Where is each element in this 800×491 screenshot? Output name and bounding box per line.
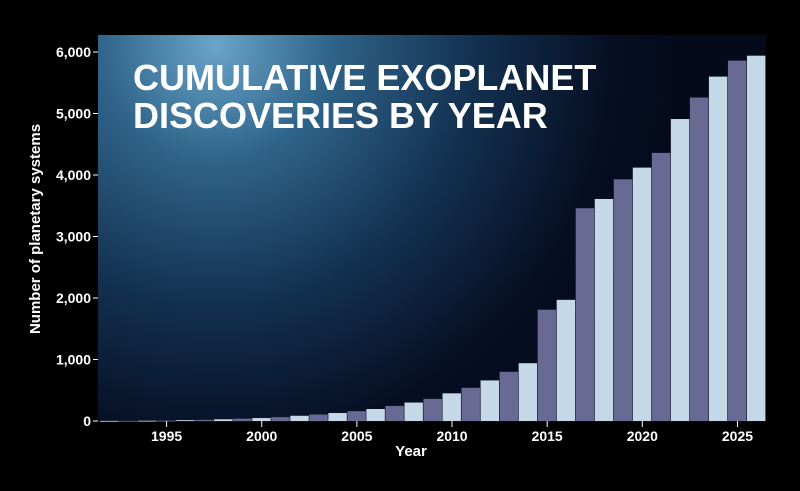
bar-11 <box>309 414 328 421</box>
bar-10 <box>290 415 309 421</box>
bar-7 <box>233 418 252 421</box>
bar-30 <box>670 119 690 421</box>
bar-31 <box>689 97 709 421</box>
y-axis-ticks: 0 1,000 2,000 3,000 4,000 5,000 6,000 <box>56 44 98 429</box>
y-tick-label: 1,000 <box>56 352 91 368</box>
bar-2 <box>138 420 157 422</box>
bar-22 <box>518 363 538 421</box>
bar-34 <box>746 55 766 421</box>
bar-6 <box>214 419 233 421</box>
bar-29 <box>651 152 671 422</box>
bar-13 <box>347 411 366 421</box>
bar-25 <box>575 208 595 421</box>
y-tick-label: 3,000 <box>56 229 91 245</box>
y-tick-label: 0 <box>83 413 91 429</box>
bar-12 <box>328 413 347 421</box>
bar-24 <box>556 299 576 421</box>
bar-18 <box>442 393 461 421</box>
x-tick-label: 2005 <box>341 428 372 444</box>
x-tick-label: 1995 <box>151 428 182 444</box>
bar-21 <box>499 371 519 421</box>
bars-group <box>100 55 766 422</box>
bar-1 <box>119 420 138 422</box>
bar-28 <box>632 167 652 421</box>
y-tick-label: 4,000 <box>56 167 91 183</box>
bar-15 <box>385 405 404 421</box>
chart-title-line-1: CUMULATIVE EXOPLANET <box>133 57 596 98</box>
bar-33 <box>727 60 747 422</box>
bar-4 <box>176 420 195 421</box>
bar-17 <box>423 398 442 421</box>
x-tick-label: 2015 <box>532 428 563 444</box>
bar-8 <box>252 418 271 421</box>
x-axis-ticks: 1995 2000 2005 2010 2015 2020 2025 <box>151 421 753 444</box>
x-tick-label: 2020 <box>627 428 658 444</box>
y-tick-label: 6,000 <box>56 44 91 60</box>
bar-26 <box>594 198 614 421</box>
y-axis-title: Number of planetary systems <box>27 124 44 334</box>
bar-32 <box>708 76 728 421</box>
bar-5 <box>195 419 214 421</box>
y-tick-label: 2,000 <box>56 290 91 306</box>
x-tick-label: 2000 <box>246 428 277 444</box>
bar-14 <box>366 409 385 421</box>
x-tick-label: 2025 <box>722 428 753 444</box>
x-tick-label: 2010 <box>436 428 467 444</box>
bar-9 <box>271 417 290 421</box>
bar-20 <box>480 380 499 421</box>
bar-19 <box>461 387 480 421</box>
bar-27 <box>613 179 633 421</box>
chart-title-line-2: DISCOVERIES BY YEAR <box>133 95 548 136</box>
x-axis-title: Year <box>395 443 427 460</box>
y-tick-label: 5,000 <box>56 106 91 122</box>
bar-16 <box>404 402 423 421</box>
bar-23 <box>537 309 557 421</box>
bar-0 <box>100 420 119 422</box>
